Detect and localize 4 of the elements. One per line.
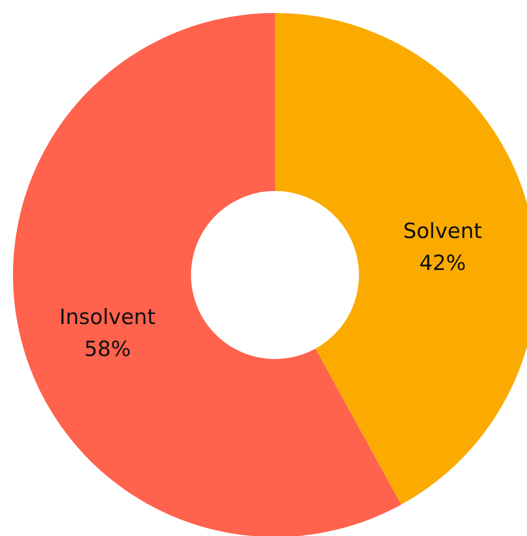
data-label: 58% xyxy=(84,337,131,362)
slice-label: Solvent xyxy=(403,218,482,243)
data-label: 42% xyxy=(419,250,466,275)
slice-label: Insolvent xyxy=(59,305,156,330)
